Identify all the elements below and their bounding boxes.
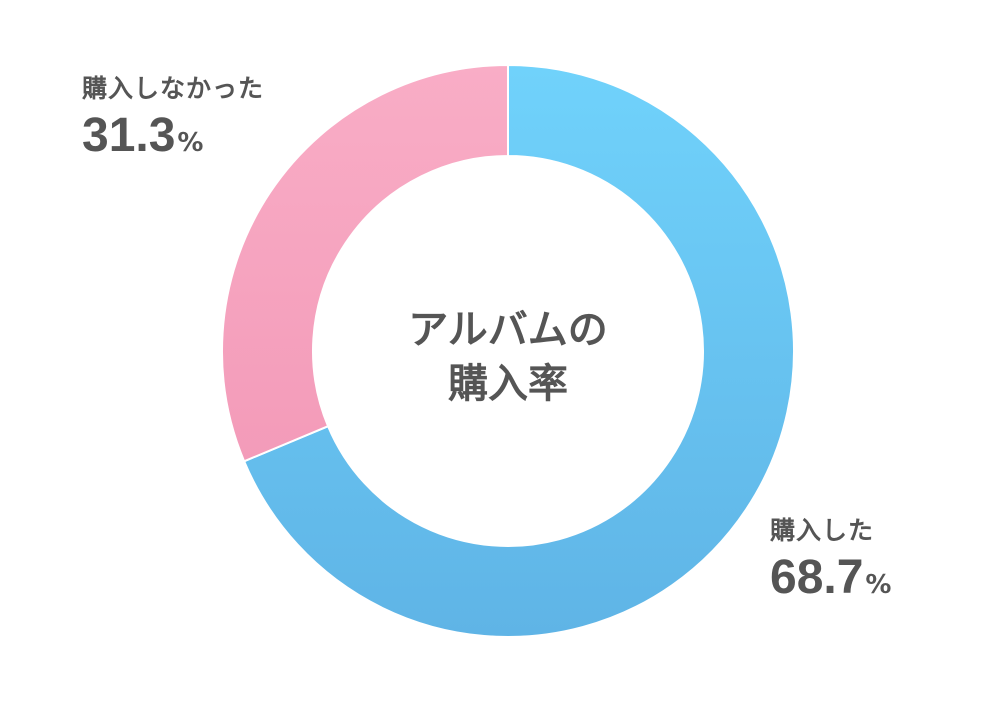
slice-name-bought: 購入した (770, 516, 875, 545)
slice-label-did-not-buy: 購入しなかった 31.3% (82, 74, 264, 172)
center-title-line-2: 購入率 (448, 361, 568, 407)
percent-unit: % (865, 570, 892, 600)
slice-label-bought: 購入した 68.7% (770, 516, 891, 614)
slice-bought (242, 63, 795, 638)
percent-unit: % (177, 128, 204, 158)
slice-value-bought: 68.7% (770, 552, 891, 614)
slice-name-did-not-buy: 購入しなかった (82, 74, 265, 103)
slice-percent-did-not-buy: 31.3 (82, 109, 176, 162)
slice-value-did-not-buy: 31.3% (82, 110, 264, 172)
center-title-line-1: アルバムの (408, 307, 608, 353)
slices-group (221, 63, 795, 638)
slice-percent-bought: 68.7 (770, 551, 864, 604)
slice-did-not-buy (221, 63, 509, 463)
